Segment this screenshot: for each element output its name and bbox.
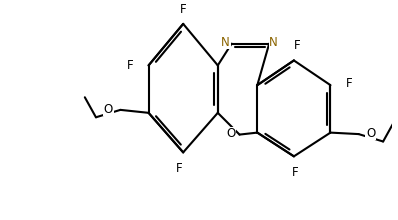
- Text: F: F: [180, 3, 187, 16]
- Text: O: O: [366, 127, 375, 140]
- Text: O: O: [226, 127, 235, 140]
- Text: F: F: [346, 77, 352, 90]
- Text: F: F: [176, 162, 183, 175]
- Text: N: N: [221, 36, 230, 49]
- Text: O: O: [104, 103, 113, 116]
- Text: F: F: [292, 166, 298, 179]
- Text: F: F: [127, 59, 133, 72]
- Text: N: N: [269, 36, 278, 49]
- Text: F: F: [294, 39, 300, 52]
